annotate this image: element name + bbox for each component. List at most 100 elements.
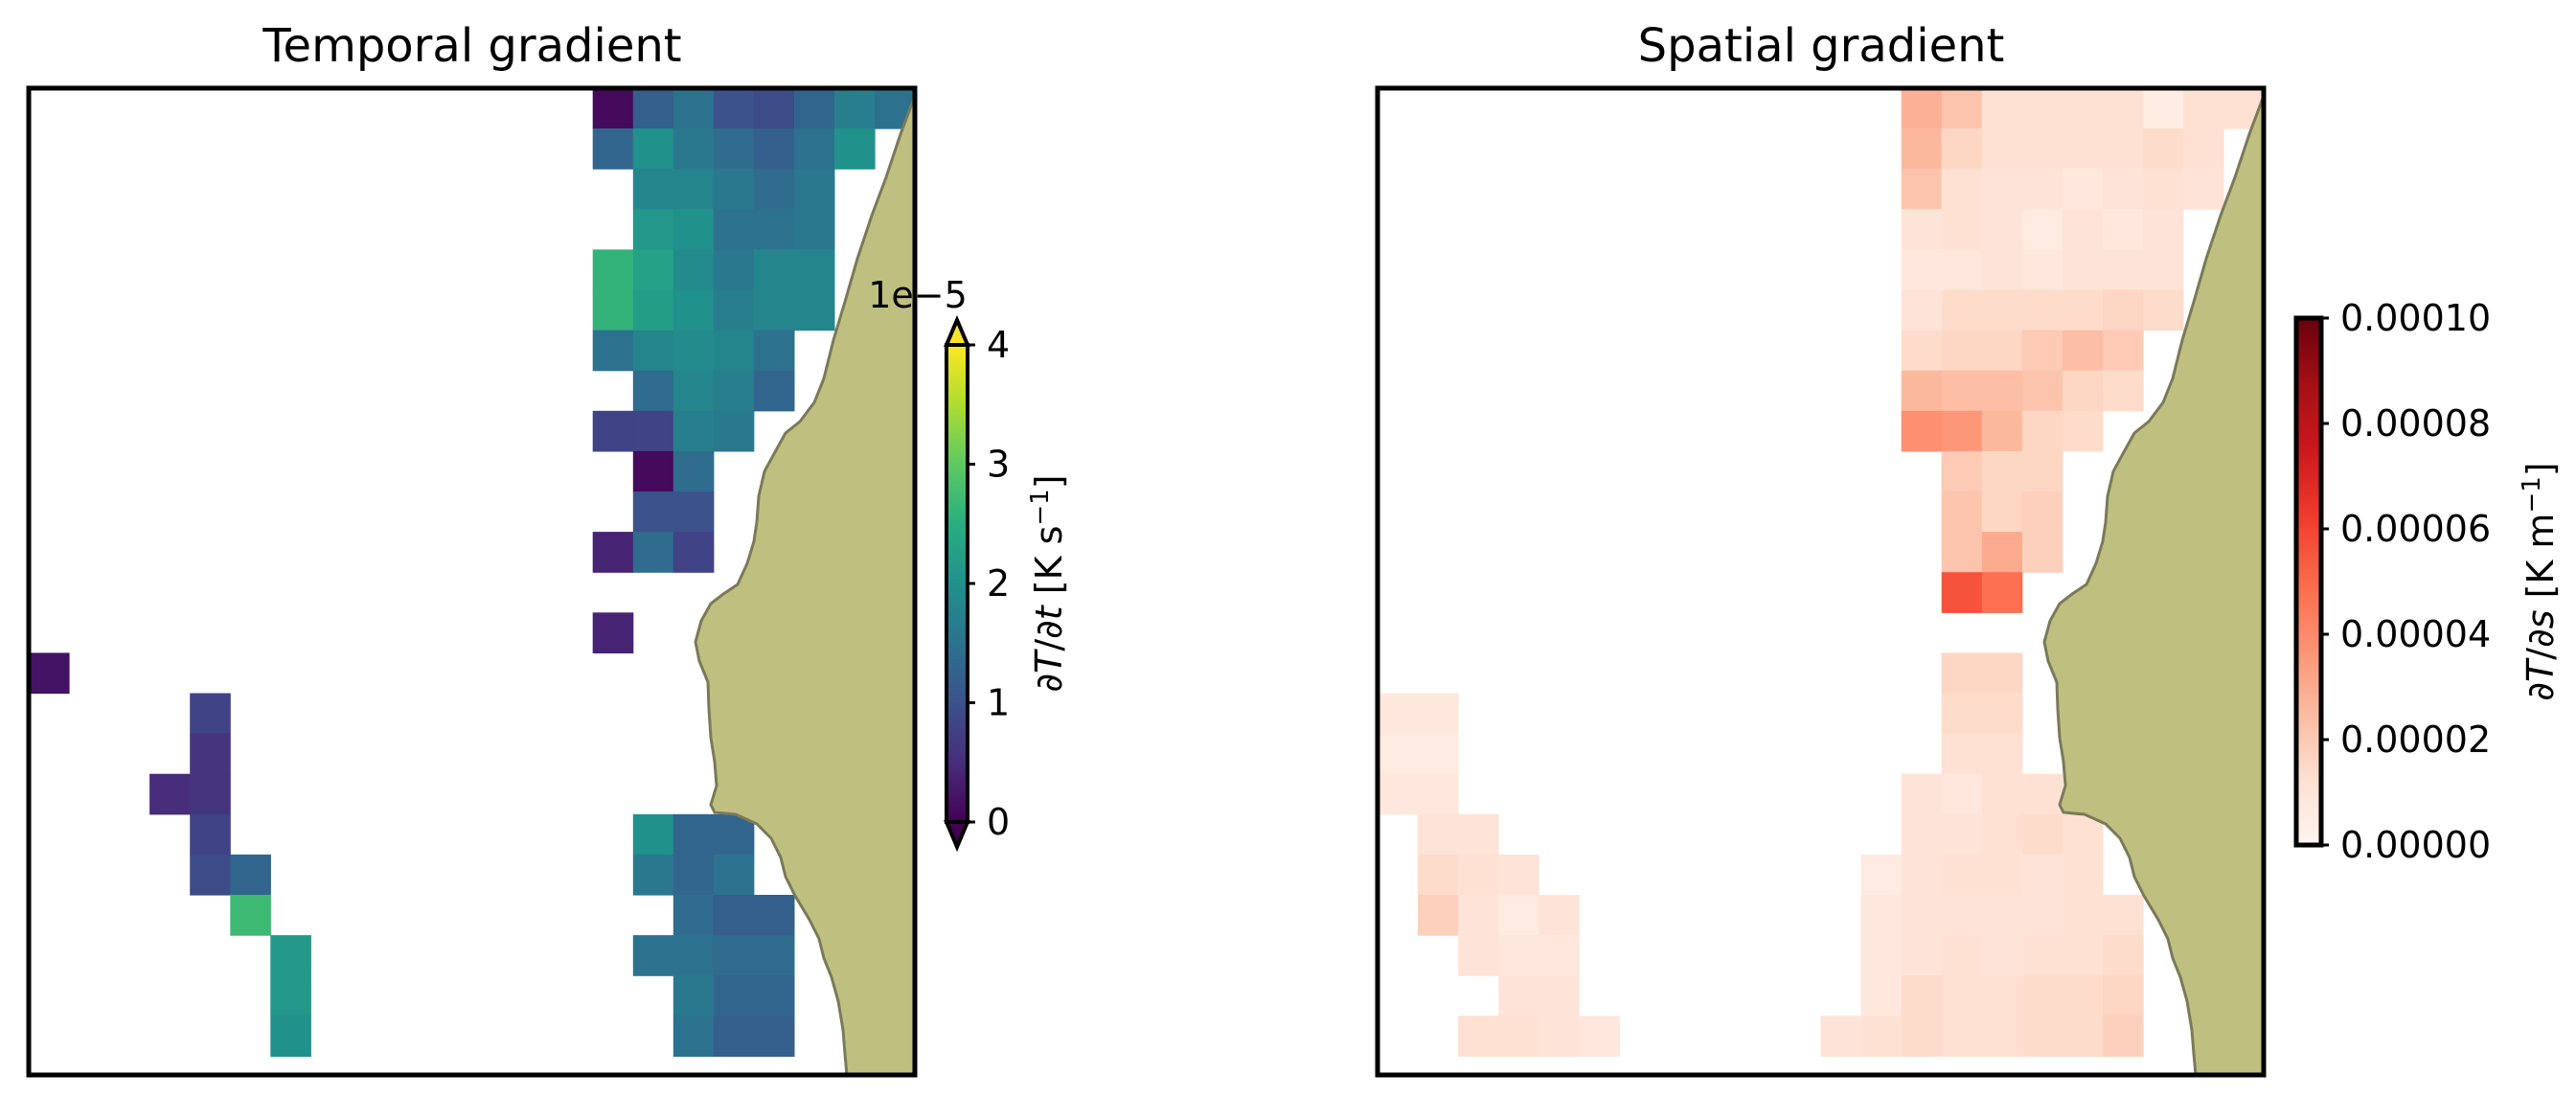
heatmap-cell [592,410,634,452]
colorbar-tick-label: 0.00008 [2340,402,2491,445]
heatmap-cell [672,450,715,492]
heatmap-cell [713,169,755,210]
heatmap-cell [1418,733,1459,775]
heatmap-cell [713,209,755,250]
spatial-gradient-title: Spatial gradient [1638,19,2005,73]
heatmap-cell [1901,410,1943,452]
heatmap-cell [632,450,674,492]
heatmap-cell [753,895,795,936]
heatmap-cell [2142,169,2184,210]
heatmap-cell [2021,1016,2063,1057]
heatmap-cell [2021,249,2063,291]
heatmap-cell [592,128,634,170]
heatmap-cell [1941,289,1983,331]
heatmap-cell [2102,209,2144,250]
heatmap-cell [2062,370,2104,412]
heatmap-cell [1378,733,1419,775]
heatmap-cell [2102,88,2144,129]
heatmap-cell [1901,209,1943,250]
heatmap-cell [1981,532,2023,573]
heatmap-cell [270,1016,311,1057]
heatmap-cell [713,1016,755,1057]
heatmap-cell [2021,813,2063,856]
heatmap-cell [672,209,715,250]
heatmap-cell [672,935,715,976]
heatmap-cell [1981,169,2023,210]
heatmap-cell [672,249,715,291]
heatmap-cell [632,128,674,170]
heatmap-cell [1941,693,1983,735]
heatmap-cell [713,854,755,896]
heatmap-cell [753,370,795,412]
colorbar-tick-label: 0.00006 [2340,508,2491,550]
colorbar-tick-label: 0 [987,801,1010,843]
heatmap-cell [190,813,231,856]
heatmap-cell [1539,975,1580,1017]
heatmap-cell [834,128,876,170]
heatmap-cell [1941,773,1983,815]
heatmap-cell [672,813,715,856]
heatmap-cell [1378,773,1419,815]
land-mask [694,95,917,1077]
heatmap-cell [672,370,715,412]
heatmap-cell [1941,450,1983,492]
colorbar-gradient [945,343,969,824]
heatmap-cell [632,410,674,452]
heatmap-cell [1860,854,1903,896]
heatmap-cell [1941,410,1983,452]
heatmap-cell [1458,895,1499,936]
heatmap-cell [713,128,755,170]
heatmap-cell [1981,88,2023,129]
heatmap-cell [2102,895,2144,936]
heatmap-cell [1981,773,2023,815]
heatmap-cell [1981,330,2023,372]
heatmap-cell [1498,975,1539,1017]
heatmap-cell [2142,249,2184,291]
heatmap-cell [2062,935,2104,976]
colorbar-tick-label: 4 [987,324,1010,366]
heatmap-cell [1941,572,1983,613]
heatmap-cell [1941,733,1983,775]
heatmap-cell [632,88,674,129]
heatmap-cell [793,209,835,250]
temporal-gradient-cells [29,88,916,1057]
heatmap-cell [2102,370,2144,412]
heatmap-cell [1901,128,1943,170]
temporal-gradient-frame [26,85,918,1078]
temporal-gradient-panel: Temporal gradient [26,19,918,1078]
heatmap-cell [632,491,674,533]
colorbar-ticks: 0 1 2 3 4 [968,324,1010,843]
heatmap-cell [713,410,755,452]
heatmap-cell [672,491,715,533]
heatmap-cell [1378,693,1419,735]
heatmap-cell [1981,289,2023,331]
heatmap-cell [672,854,715,896]
colorbar-tick-label: 1 [987,682,1010,724]
heatmap-cell [2021,773,2063,815]
heatmap-cell [1981,410,2023,452]
heatmap-cell [2102,128,2144,170]
heatmap-cell [1941,895,1983,936]
heatmap-cell [1941,491,1983,533]
heatmap-cell [2021,209,2063,250]
heatmap-cell [2021,289,2063,331]
heatmap-cell [1901,249,1943,291]
heatmap-cell [2102,169,2144,210]
colorbar-tick-label: 0.00000 [2340,824,2491,866]
heatmap-cell [1941,813,1983,856]
heatmap-cell [1981,572,2023,613]
heatmap-cell [1498,854,1539,896]
colorbar-tick-label: 0.00010 [2340,297,2491,339]
heatmap-cell [793,88,835,129]
heatmap-cell [672,128,715,170]
heatmap-cell [2062,330,2104,372]
heatmap-cell [149,773,191,815]
heatmap-cell [592,88,634,129]
heatmap-cell [1498,1016,1539,1057]
heatmap-cell [1941,209,1983,250]
heatmap-cell [1901,1016,1943,1057]
heatmap-cell [1458,813,1499,856]
heatmap-cell [672,895,715,936]
heatmap-cell [2102,249,2144,291]
heatmap-cell [753,330,795,372]
